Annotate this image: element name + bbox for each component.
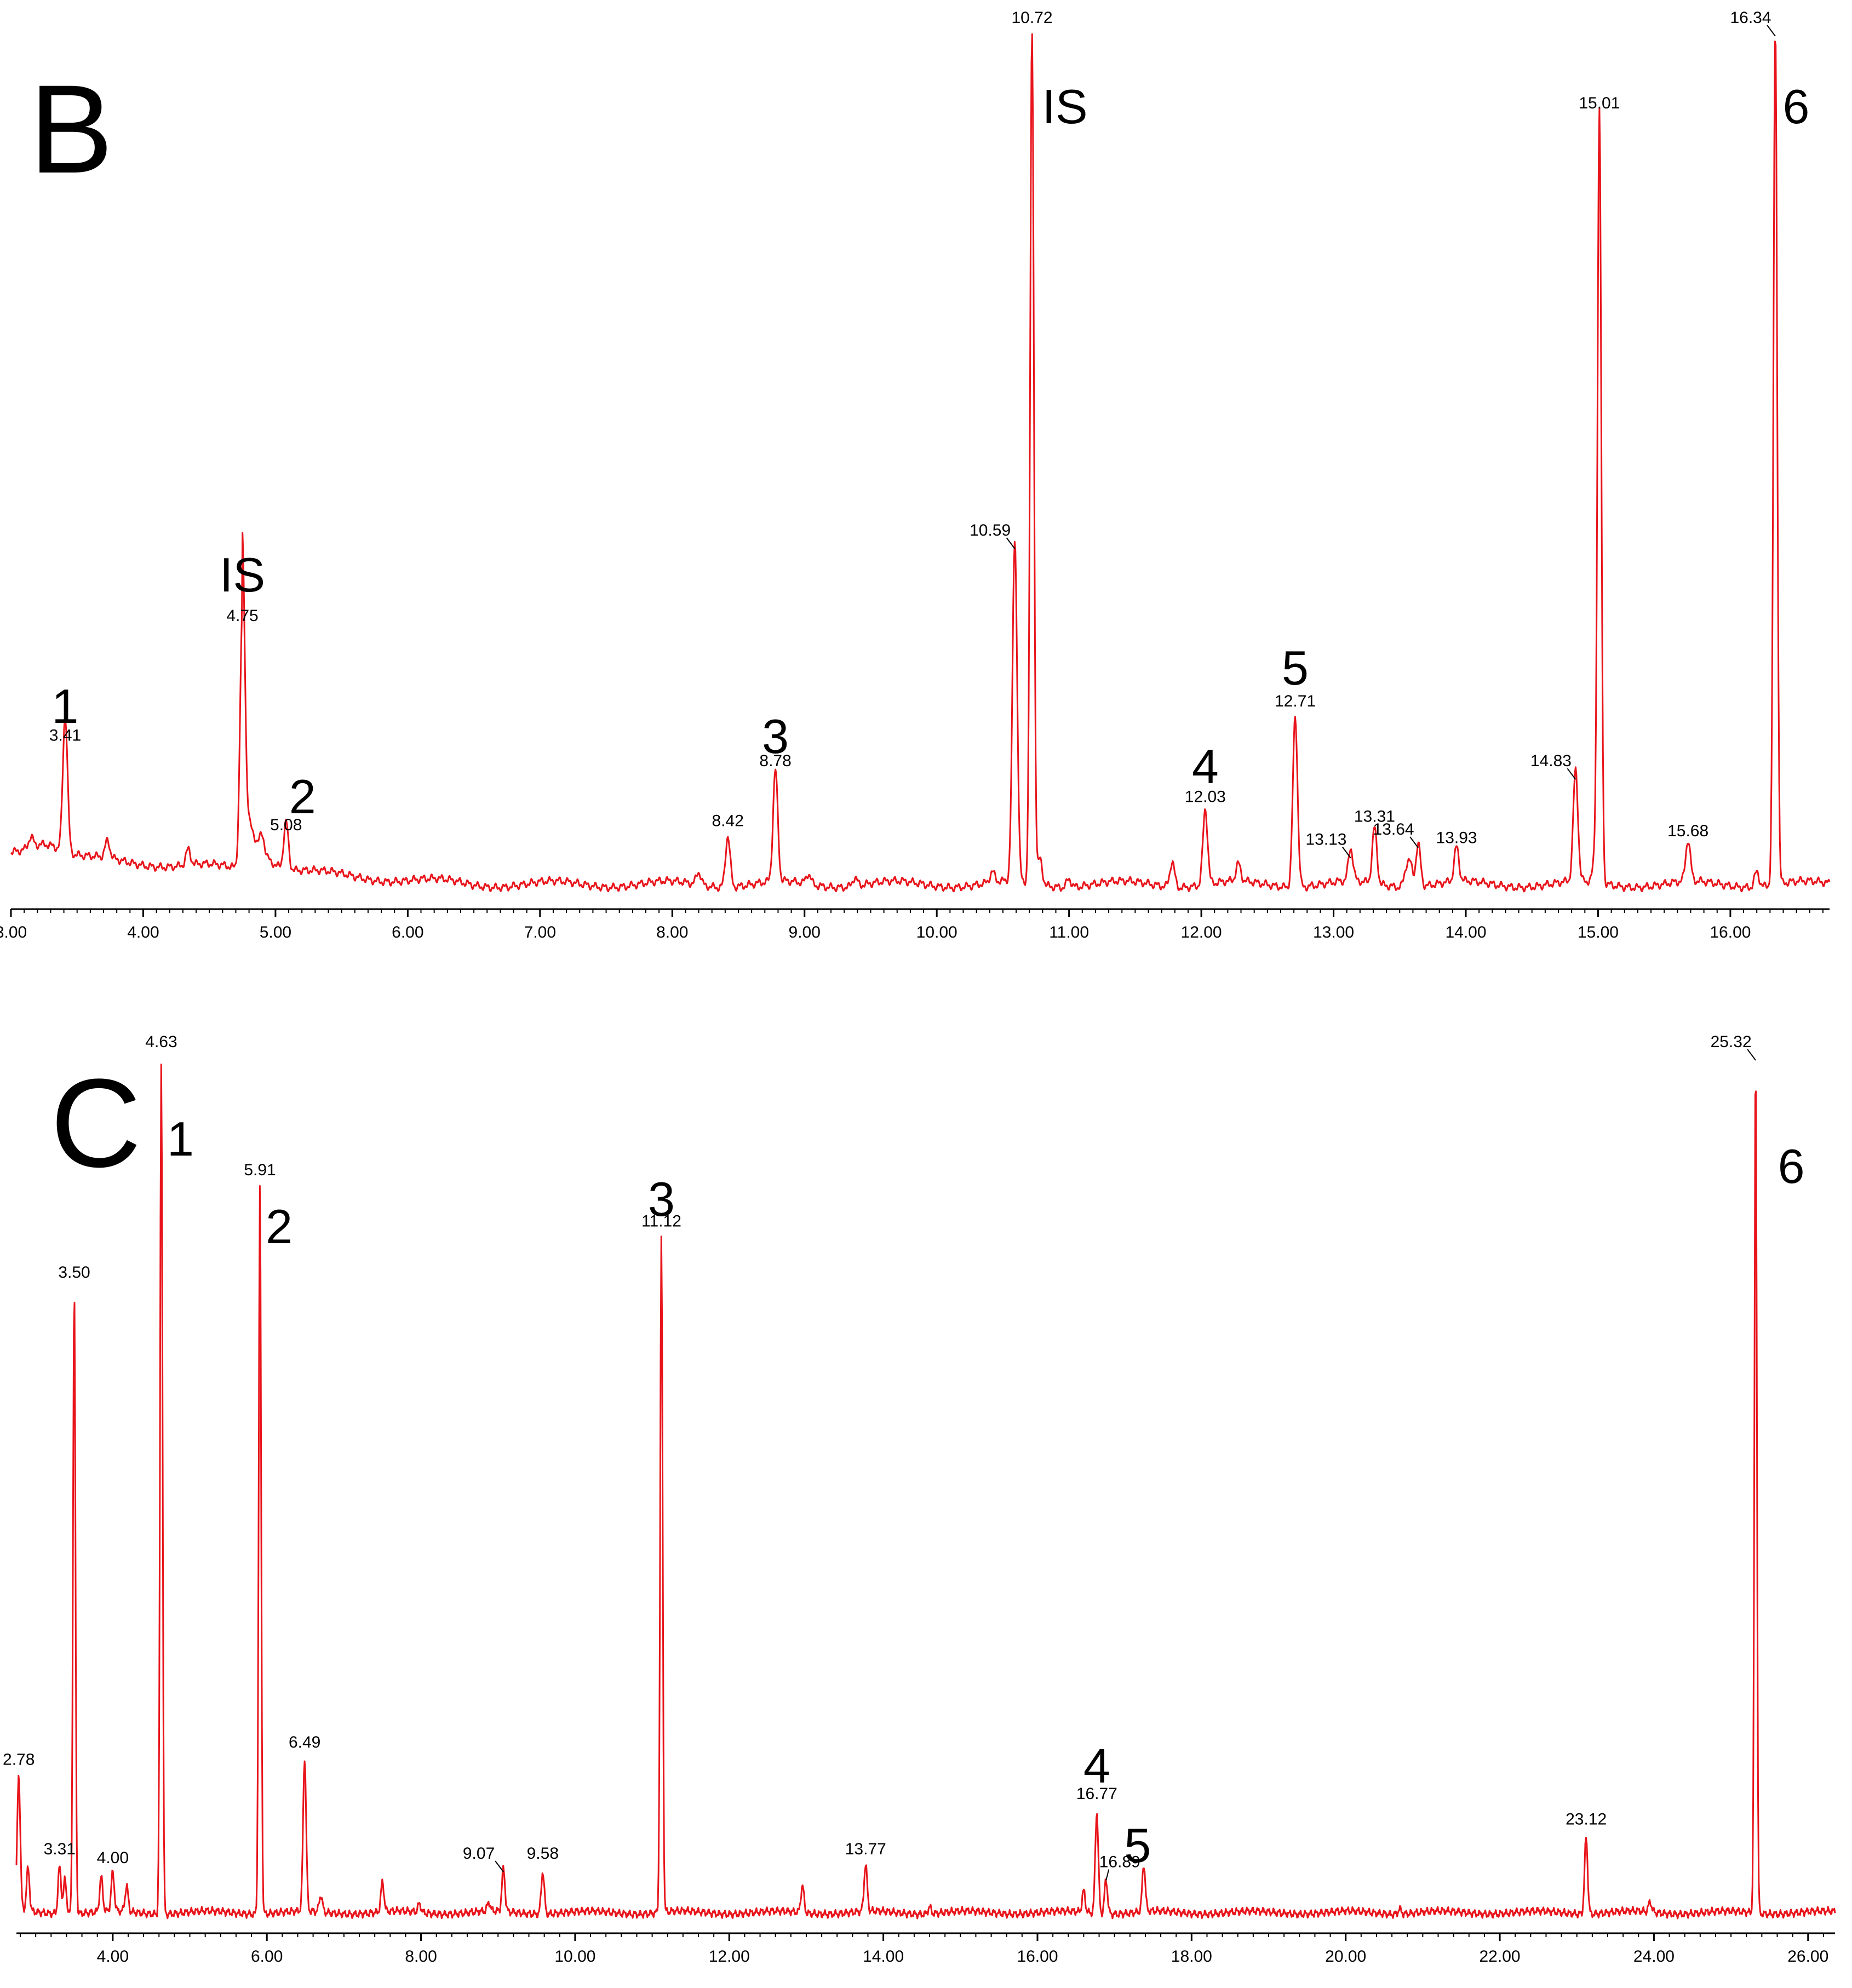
peak-retention-label: 3.50 xyxy=(58,1263,90,1282)
panel-b-trace xyxy=(10,33,1831,893)
peak-retention-label: 13.13 xyxy=(1305,831,1346,849)
peak-retention-label: 8.42 xyxy=(712,812,743,830)
peak-leader-line xyxy=(1767,25,1776,37)
peak-retention-label: 10.72 xyxy=(1011,9,1052,27)
peak-retention-label: 23.12 xyxy=(1566,1811,1607,1829)
compound-label: 6 xyxy=(1783,79,1810,134)
panel-b-chromatogram: B 3.00 4.00 5.00 6.00 7.00 8.00 9.00 10.00 11.00… xyxy=(0,9,1831,941)
compound-label: 2 xyxy=(266,1199,293,1254)
peak-retention-label: 14.83 xyxy=(1530,752,1572,770)
peak-leader-line xyxy=(495,1860,504,1872)
x-tick-label: 6.00 xyxy=(251,1947,283,1966)
peak-leader-line xyxy=(1747,1049,1756,1061)
x-tick-label: 12.00 xyxy=(1181,923,1222,941)
x-tick-label: 6.00 xyxy=(392,923,423,941)
compound-label: IS xyxy=(1042,79,1087,134)
compound-label: 3 xyxy=(648,1172,675,1226)
panel-b-letter: B xyxy=(29,59,113,199)
peak-retention-label: 12.71 xyxy=(1275,692,1316,710)
peak-retention-label: 9.07 xyxy=(463,1845,495,1863)
peak-retention-label: 4.00 xyxy=(97,1849,129,1867)
peak-retention-label: 9.58 xyxy=(527,1845,559,1863)
peak-retention-label: 15.01 xyxy=(1579,94,1620,112)
compound-label: 2 xyxy=(289,769,316,824)
x-tick-label: 15.00 xyxy=(1578,923,1619,941)
panel-c-peak-labels: 2.78 3.31 3.50 4.00 4.63 5.91 6.49 9.07 9.58 11.1… xyxy=(3,1033,1756,1881)
x-tick-label: 22.00 xyxy=(1480,1947,1521,1966)
peak-leader-line xyxy=(1342,847,1351,859)
panel-c-letter: C xyxy=(50,1053,141,1193)
peak-retention-label: 13.31 xyxy=(1354,808,1395,826)
peak-retention-label: 16.77 xyxy=(1076,1785,1117,1803)
compound-label: 4 xyxy=(1083,1739,1110,1793)
compound-label: 1 xyxy=(167,1112,194,1166)
x-tick-label: 18.00 xyxy=(1171,1947,1212,1966)
compound-label: 5 xyxy=(1124,1818,1151,1872)
peak-retention-label: 25.32 xyxy=(1711,1033,1752,1051)
x-tick-label: 8.00 xyxy=(656,923,688,941)
peak-retention-label: 5.08 xyxy=(270,816,302,834)
x-tick-label: 7.00 xyxy=(524,923,556,941)
x-tick-label: 8.00 xyxy=(405,1947,437,1966)
x-tick-label: 9.00 xyxy=(789,923,821,941)
peak-retention-label: 2.78 xyxy=(3,1750,35,1768)
peak-retention-label: 6.49 xyxy=(289,1733,320,1751)
peak-retention-label: 15.68 xyxy=(1667,822,1708,840)
x-tick-label: 11.00 xyxy=(1049,923,1089,941)
peak-retention-label: 13.64 xyxy=(1373,820,1414,838)
peak-leader-line xyxy=(1105,1869,1110,1881)
panel-c-x-ticks: 4.00 6.00 8.00 10.00 12.00 14.00 16.00 18.00 20.… xyxy=(20,1933,1828,1966)
panel-c-compound-labels: 1 2 3 45 6 xyxy=(167,1112,1805,1872)
x-tick-label: 13.00 xyxy=(1313,923,1354,941)
peak-retention-label: 3.41 xyxy=(49,726,81,744)
compound-label: 3 xyxy=(762,709,789,763)
peak-leader-line xyxy=(1567,768,1576,780)
x-tick-label: 14.00 xyxy=(1445,923,1486,941)
x-tick-label: 10.00 xyxy=(554,1947,595,1966)
peak-retention-label: 5.91 xyxy=(244,1161,276,1179)
peak-retention-label: 13.77 xyxy=(845,1840,886,1858)
x-tick-label: 16.00 xyxy=(1017,1947,1058,1966)
panel-b-compound-labels: 1 IS 2 3 IS 4 5 6 xyxy=(52,79,1810,824)
peak-retention-label: 16.89 xyxy=(1099,1853,1140,1871)
x-tick-label: 24.00 xyxy=(1633,1947,1675,1966)
compound-label: 4 xyxy=(1192,739,1219,794)
peak-leader-line xyxy=(1006,537,1016,549)
panel-c-trace xyxy=(15,1064,1836,1920)
compound-label: 1 xyxy=(52,679,79,733)
peak-retention-label: 8.78 xyxy=(759,752,791,770)
compound-label: IS xyxy=(220,548,265,602)
peak-retention-label: 12.03 xyxy=(1185,788,1226,806)
x-tick-label: 20.00 xyxy=(1325,1947,1366,1966)
peak-retention-label: 3.31 xyxy=(44,1840,76,1858)
panel-b-peak-labels: 3.41 4.75 5.08 8.42 8.78 10.59 10.72 12.03 12.71… xyxy=(49,9,1776,859)
peak-leader-line xyxy=(1409,836,1419,848)
peak-retention-label: 16.34 xyxy=(1730,9,1771,27)
x-tick-label: 4.00 xyxy=(97,1947,129,1966)
x-tick-label: 26.00 xyxy=(1787,1947,1828,1966)
compound-label: 6 xyxy=(1778,1139,1805,1193)
panel-b-x-ticks: 3.00 4.00 5.00 6.00 7.00 8.00 9.00 10.00 11.00 12… xyxy=(0,909,1824,941)
peak-retention-label: 4.63 xyxy=(145,1033,177,1051)
x-tick-label: 4.00 xyxy=(127,923,159,941)
compound-label: 5 xyxy=(1282,641,1309,695)
x-tick-label: 3.00 xyxy=(0,923,27,941)
peak-retention-label: 13.93 xyxy=(1436,829,1477,847)
peak-retention-label: 4.75 xyxy=(226,607,258,625)
x-tick-label: 16.00 xyxy=(1710,923,1751,941)
x-tick-label: 10.00 xyxy=(916,923,957,941)
panel-c-chromatogram: C 4.00 6.00 8.00 10.00 12.00 14.00 16.00 18.00 2… xyxy=(3,1033,1836,1966)
peak-retention-label: 10.59 xyxy=(970,521,1011,539)
x-tick-label: 12.00 xyxy=(709,1947,750,1966)
x-tick-label: 5.00 xyxy=(260,923,291,941)
x-tick-label: 14.00 xyxy=(863,1947,904,1966)
peak-retention-label: 11.12 xyxy=(641,1213,681,1231)
